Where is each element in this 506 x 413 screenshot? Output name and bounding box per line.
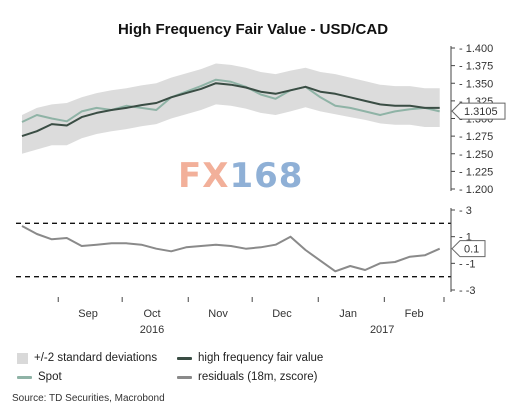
legend-item-fair-value: high frequency fair value	[177, 352, 323, 364]
residual-callout	[451, 240, 486, 258]
x-month-label: Oct	[143, 308, 160, 320]
y-tick-label: - 1.225	[459, 166, 493, 178]
legend-label: Spot	[38, 371, 62, 383]
residuals-panel: - 3- 1- -1- -30.1	[16, 205, 486, 297]
fair-value-line	[21, 82, 440, 138]
source-note: Source: TD Securities, Macrobond	[12, 393, 165, 404]
legend-label: +/-2 standard deviations	[34, 352, 158, 364]
spot-callout-label: 1.3105	[464, 106, 498, 118]
residuals-line	[21, 225, 441, 273]
std-dev-band	[22, 63, 440, 154]
y-tick-label: - 1.375	[459, 61, 493, 73]
legend-item-spot: Spot	[17, 371, 62, 383]
x-year-label: 2017	[370, 324, 394, 336]
fair-value-panel: - 1.400- 1.375- 1.350- 1.325- 1.300- 1.2…	[21, 43, 506, 196]
residual-callout-label: 0.1	[464, 244, 479, 256]
fair-value-swatch	[177, 356, 192, 360]
legend-label: high frequency fair value	[198, 352, 324, 364]
band-swatch	[17, 352, 28, 364]
x-month-label: Jan	[339, 308, 357, 320]
x-month-label: Sep	[78, 308, 98, 320]
x-year-label: 2016	[140, 324, 164, 336]
y-tick-label: - 1.200	[459, 184, 493, 196]
y-tick-label: - 3	[459, 205, 472, 217]
fx168-watermark: FX168	[178, 156, 304, 196]
y-tick-label: - 1.350	[459, 78, 493, 90]
legend-item-band: +/-2 standard deviations	[17, 352, 157, 364]
y-tick-label: - 1.275	[459, 131, 493, 143]
chart-title: High Frequency Fair Value - USD/CAD	[118, 21, 388, 38]
x-month-label: Nov	[208, 308, 228, 320]
x-month-label: Dec	[272, 308, 292, 320]
y-tick-label: - -1	[459, 258, 476, 270]
spot-swatch	[17, 375, 32, 379]
spot-line	[21, 78, 440, 123]
y-tick-label: - 1.250	[459, 149, 493, 161]
x-month-label: Feb	[405, 308, 424, 320]
legend-label: residuals (18m, zscore)	[198, 371, 318, 383]
legend-item-residuals: residuals (18m, zscore)	[177, 371, 318, 383]
y-tick-label: - 1.400	[459, 43, 493, 55]
spot-callout	[451, 102, 506, 120]
y-tick-label: - -3	[459, 285, 476, 297]
x-axis: Sep Oct Nov Dec Jan Feb 2016 2017	[57, 297, 445, 336]
residuals-swatch	[177, 375, 192, 379]
